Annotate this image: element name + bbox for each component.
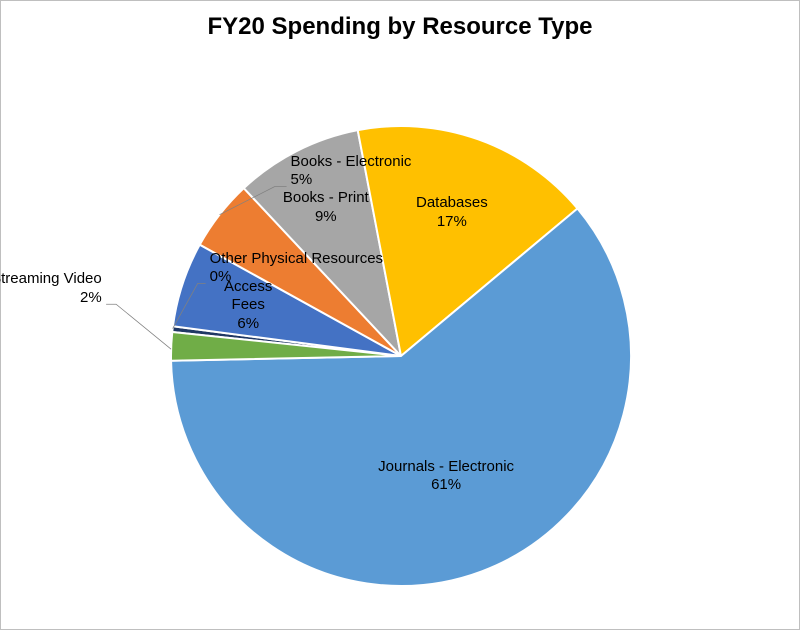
slice-label-databases: Databases 17%: [416, 194, 488, 232]
slice-label-books-print: Books - Print 9%: [283, 189, 369, 227]
slice-label-books-electronic: Books - Electronic 5%: [291, 153, 412, 191]
slice-label-streaming-video: Streaming Video 2%: [0, 270, 102, 308]
leader-line: [106, 304, 171, 349]
chart-frame: FY20 Spending by Resource Type Other Phy…: [0, 0, 800, 630]
slice-label-access-fees: Access Fees 6%: [224, 278, 272, 334]
slice-label-journals-electronic: Journals - Electronic 61%: [378, 458, 514, 496]
pie-chart: [1, 1, 800, 631]
